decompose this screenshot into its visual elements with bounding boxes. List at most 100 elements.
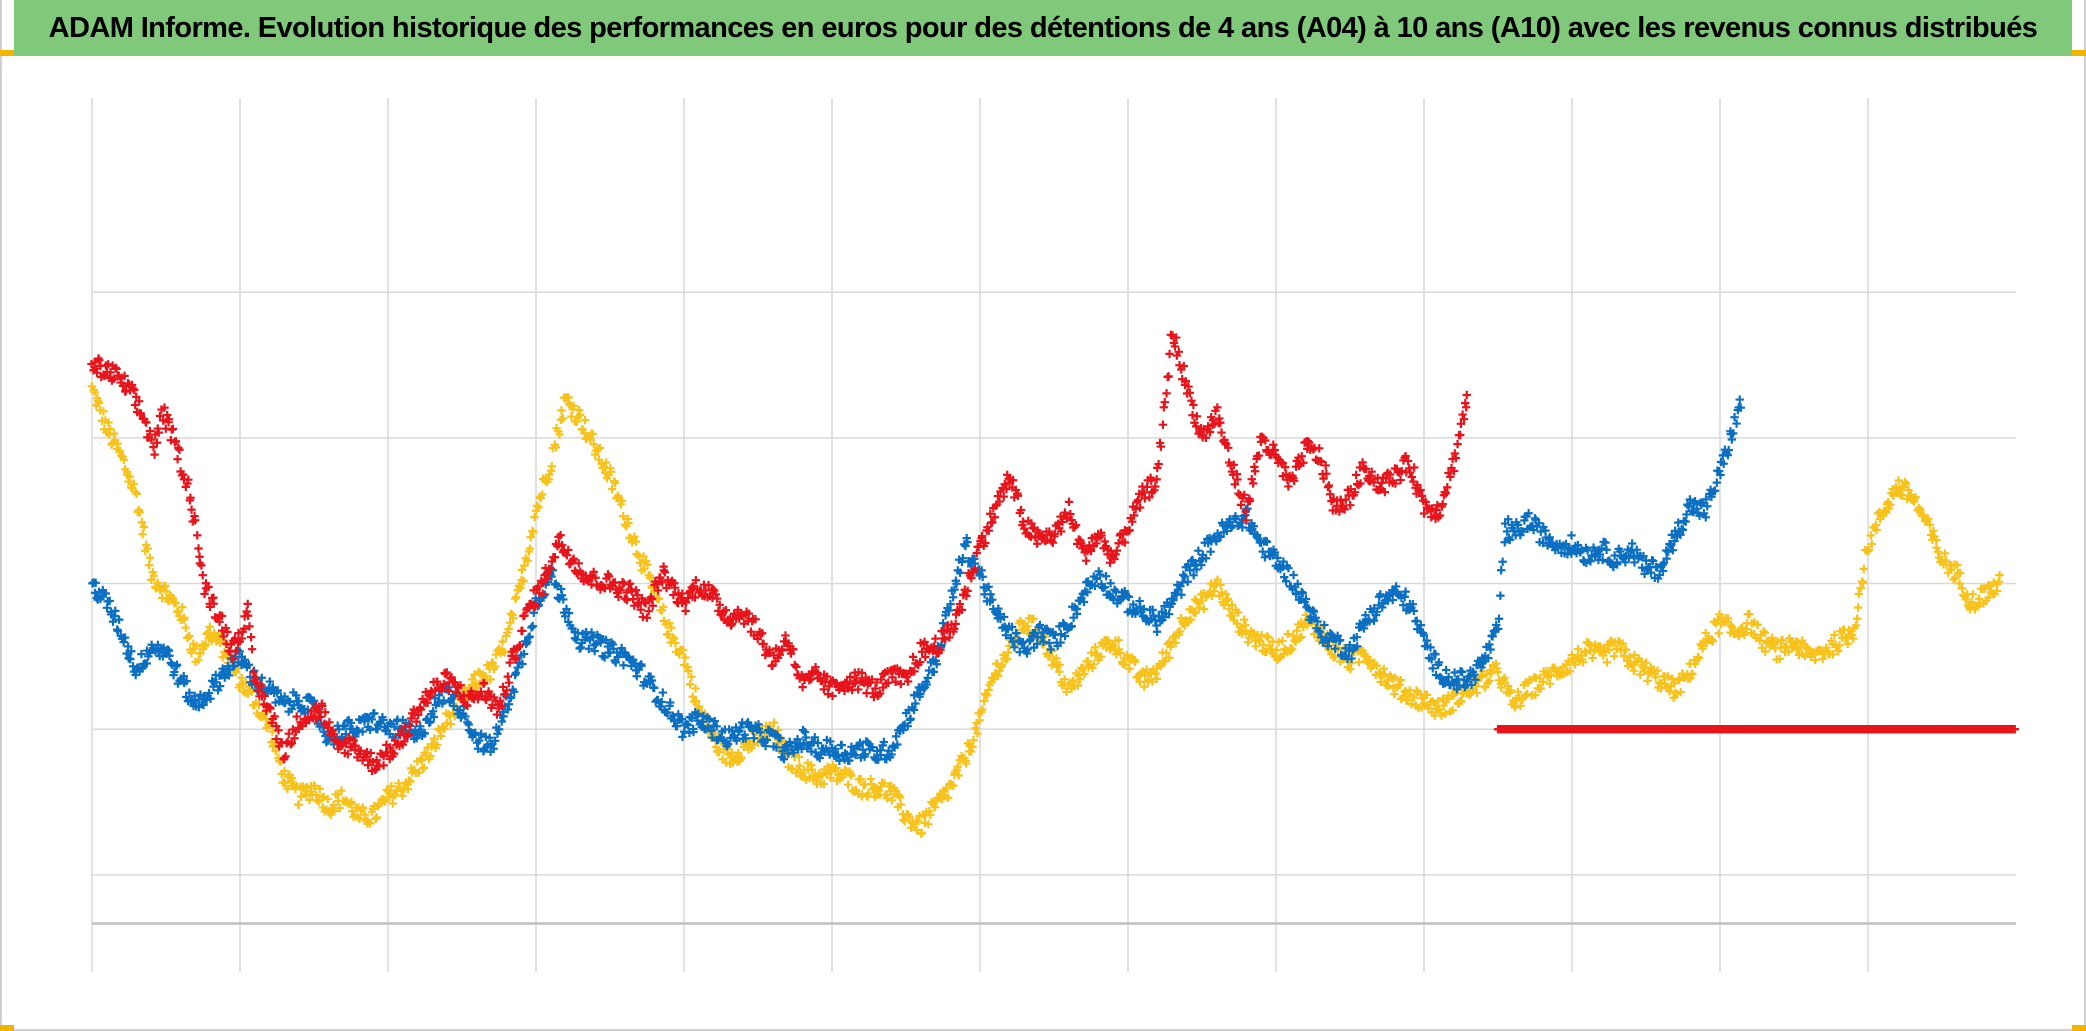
data-point <box>647 676 657 685</box>
data-point <box>1471 675 1480 685</box>
data-point <box>1565 667 1574 676</box>
data-point <box>1605 645 1614 655</box>
data-point <box>491 662 500 671</box>
data-point <box>1106 579 1115 588</box>
data-point <box>830 765 839 774</box>
data-point <box>153 578 162 588</box>
data-point <box>551 443 561 452</box>
data-point <box>268 727 277 736</box>
data-point <box>948 593 958 602</box>
data-point <box>1682 510 1691 519</box>
data-point <box>1279 557 1288 566</box>
data-point <box>134 397 144 406</box>
data-point <box>1864 545 1874 555</box>
data-point <box>831 744 840 754</box>
data-point <box>185 688 194 697</box>
data-point <box>173 454 182 464</box>
data-point <box>192 641 201 651</box>
data-point <box>1477 671 1486 680</box>
data-point <box>215 681 225 691</box>
data-point <box>1639 552 1648 561</box>
data-point <box>1213 575 1222 584</box>
data-point <box>1778 636 1787 645</box>
data-point <box>1369 616 1379 625</box>
data-point <box>358 803 368 812</box>
data-point <box>1309 607 1319 616</box>
data-point <box>313 796 322 805</box>
data-point <box>91 578 100 588</box>
grid-layer <box>91 98 2016 972</box>
data-point <box>672 721 682 731</box>
data-point <box>165 651 174 660</box>
data-point <box>349 736 358 745</box>
data-point <box>416 705 426 714</box>
data-point <box>761 741 770 751</box>
data-point <box>471 728 480 738</box>
data-point <box>1625 653 1634 662</box>
data-point <box>372 813 381 822</box>
data-point <box>1347 654 1356 663</box>
data-point <box>351 741 360 750</box>
data-point <box>923 673 932 683</box>
data-point <box>1257 630 1266 640</box>
data-point <box>793 735 802 744</box>
data-point <box>126 655 135 664</box>
data-point <box>243 599 252 609</box>
data-point <box>678 732 687 742</box>
data-point <box>1188 555 1197 565</box>
data-point <box>557 406 566 415</box>
data-point <box>265 677 274 686</box>
data-point <box>1441 709 1450 718</box>
data-point <box>906 714 915 723</box>
data-point <box>387 782 396 791</box>
data-point <box>1872 525 1881 535</box>
data-point <box>899 725 908 735</box>
data-point <box>741 734 750 743</box>
data-point <box>1125 664 1134 673</box>
data-point <box>1573 644 1583 654</box>
data-point <box>1148 677 1157 686</box>
data-point <box>978 705 987 714</box>
data-point <box>390 722 399 731</box>
data-point <box>971 724 980 733</box>
data-point <box>347 797 356 807</box>
data-point <box>867 779 876 789</box>
data-point <box>1480 683 1490 692</box>
data-point <box>494 725 504 734</box>
data-point <box>180 613 189 622</box>
data-point <box>584 644 594 653</box>
data-point <box>105 596 114 606</box>
data-point <box>1206 547 1215 556</box>
data-point <box>311 714 321 724</box>
data-point <box>287 773 297 783</box>
data-point <box>1753 620 1762 629</box>
data-point <box>1409 606 1419 616</box>
data-point <box>379 715 388 725</box>
data-point <box>1289 631 1298 640</box>
data-point <box>534 503 543 512</box>
data-point <box>113 439 122 449</box>
data-point <box>1588 653 1597 663</box>
data-point <box>434 691 444 700</box>
data-point <box>645 573 655 583</box>
data-point <box>115 446 125 456</box>
data-point <box>1140 682 1149 691</box>
data-point <box>601 635 611 645</box>
data-point <box>684 666 693 676</box>
data-point <box>1135 677 1145 686</box>
data-point <box>1248 479 1258 488</box>
data-point <box>1737 623 1747 632</box>
data-point <box>643 560 652 569</box>
data-point <box>1602 545 1611 554</box>
data-point <box>879 737 889 747</box>
data-point <box>92 368 102 377</box>
data-point <box>423 698 432 707</box>
data-point <box>1262 537 1272 547</box>
data-point <box>183 633 192 642</box>
data-point <box>1940 549 1950 558</box>
data-point <box>1867 539 1876 549</box>
data-point <box>658 688 668 697</box>
data-point <box>618 512 628 521</box>
data-point <box>1676 687 1685 697</box>
data-point <box>181 623 190 632</box>
